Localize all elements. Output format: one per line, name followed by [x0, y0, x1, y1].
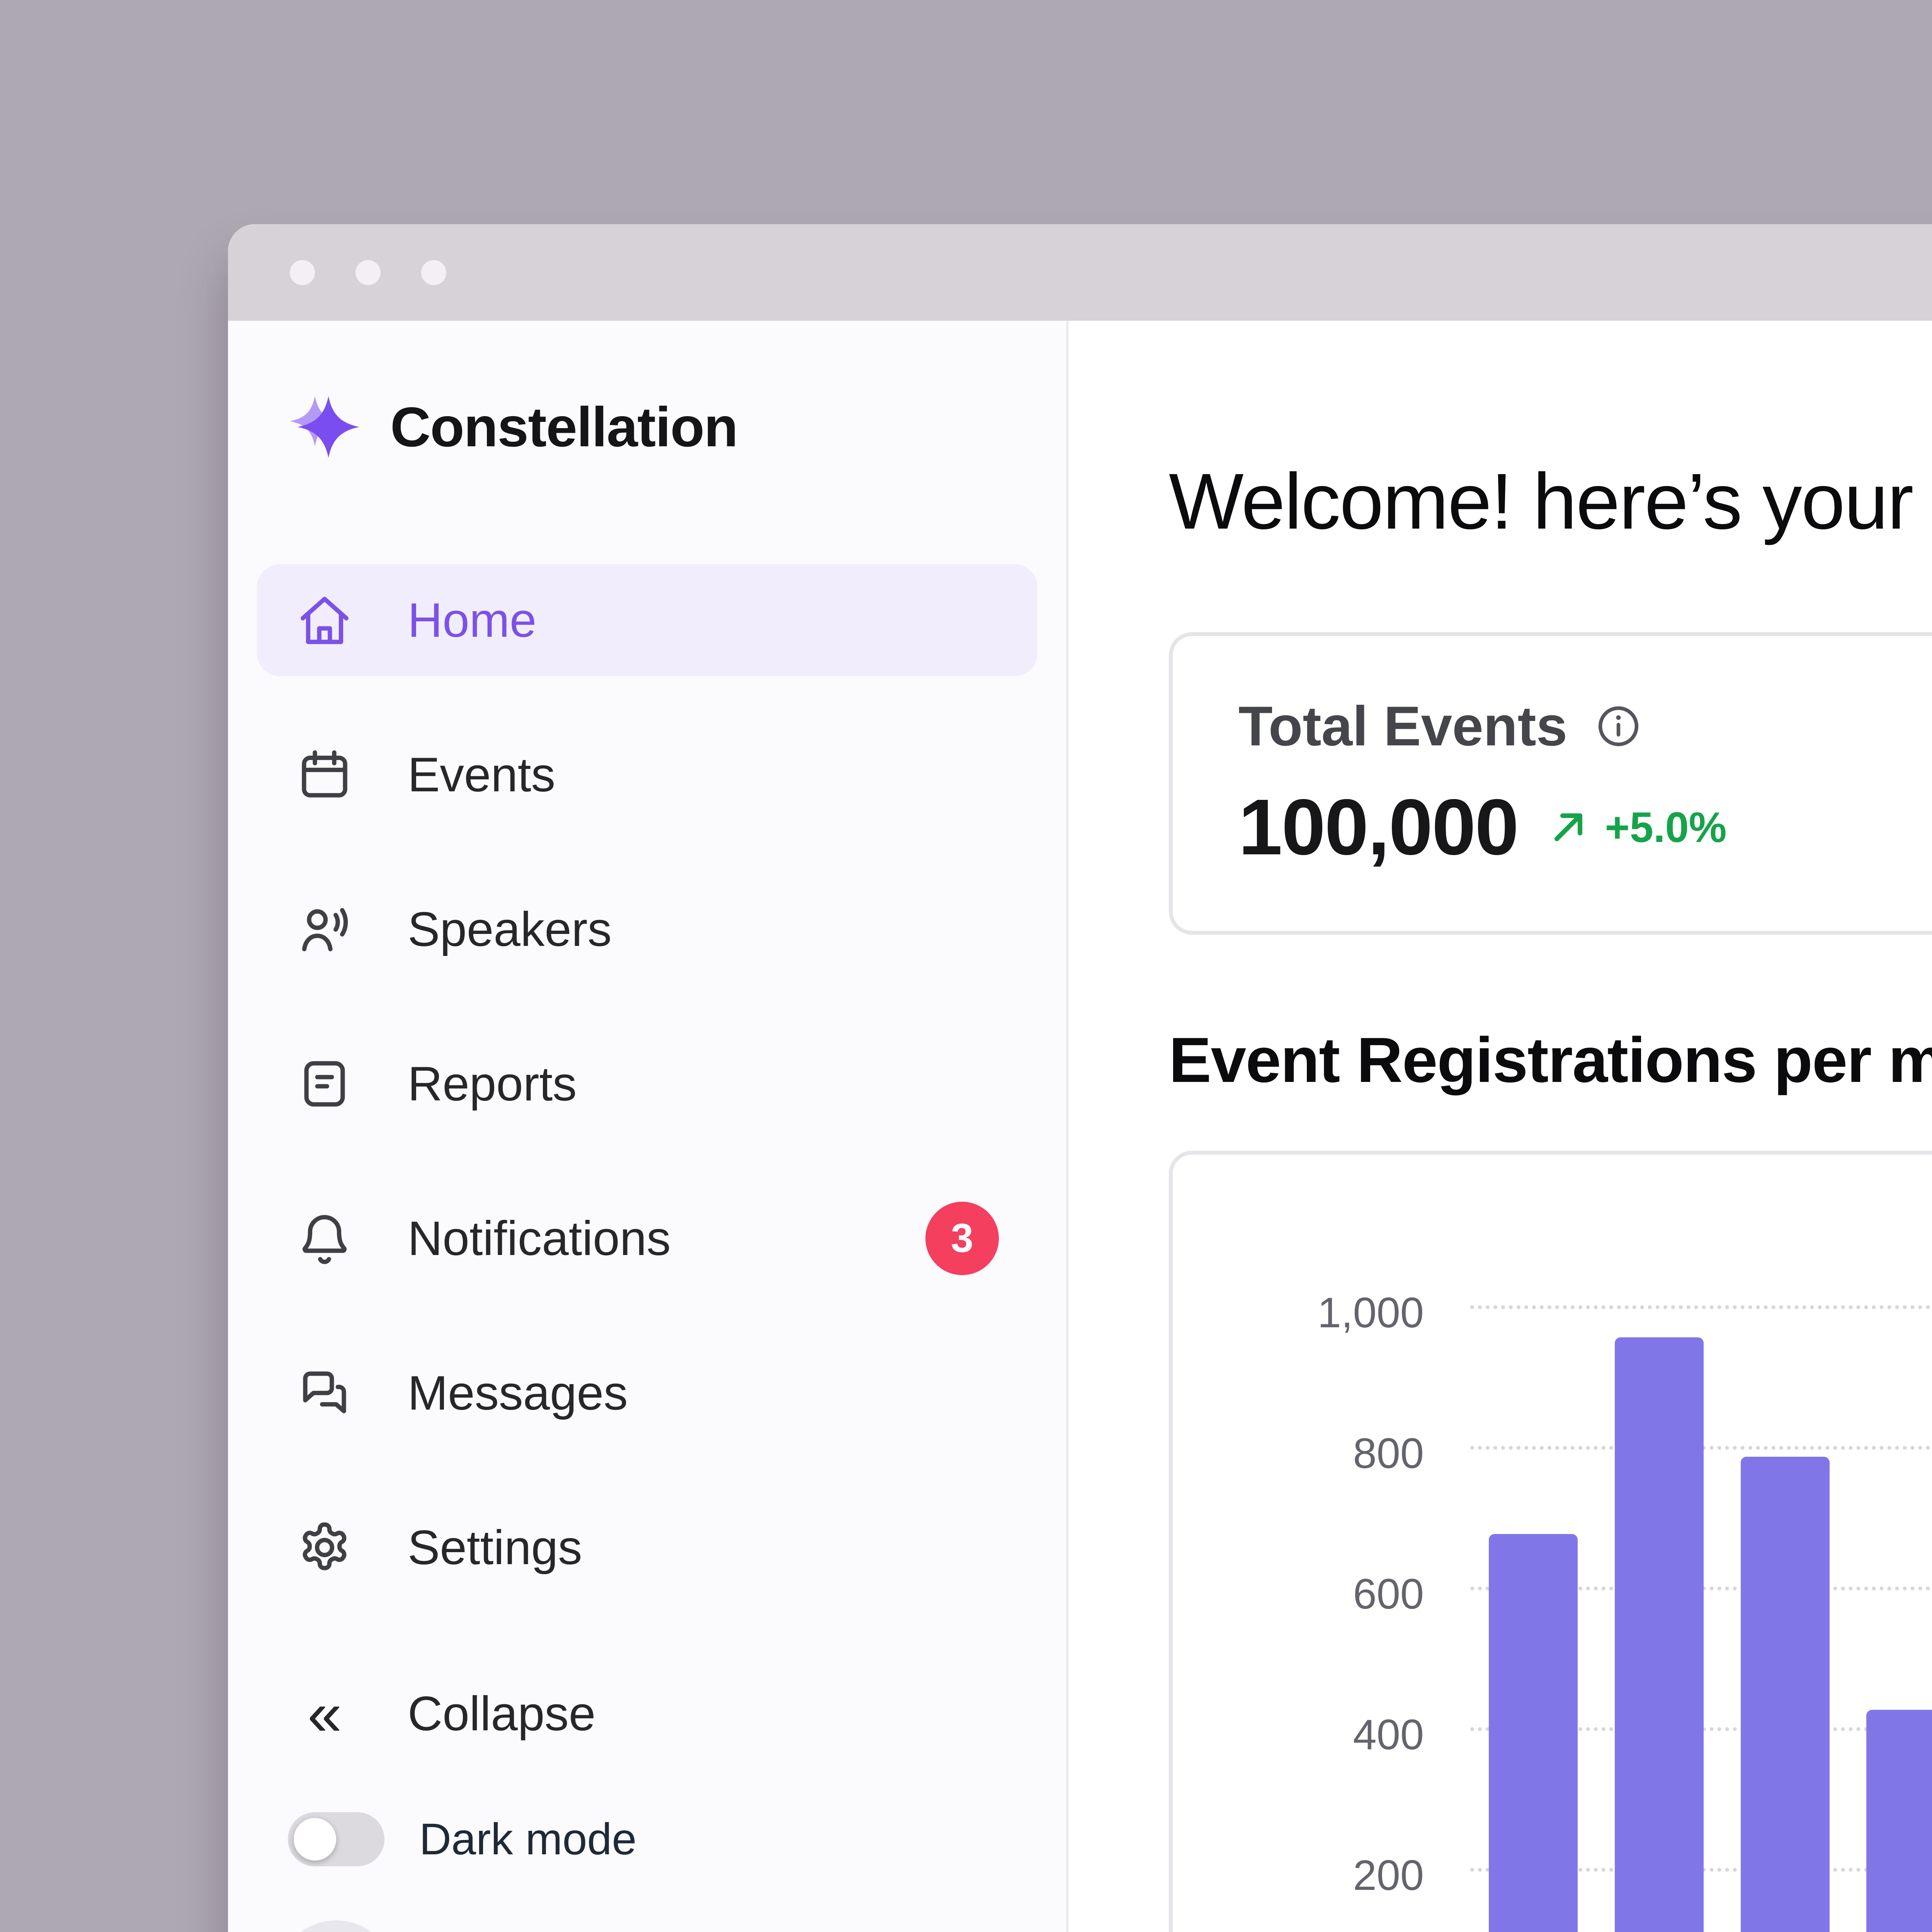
- dark-mode-row: Dark mode: [257, 1808, 1037, 1870]
- info-icon[interactable]: [1594, 702, 1643, 750]
- title-bar: [228, 224, 1932, 321]
- chart-plot: [1470, 1263, 1932, 1932]
- y-tick-label: 200: [1353, 1852, 1424, 1899]
- bar-apr[interactable]: [1866, 1710, 1932, 1932]
- sidebar-item-settings[interactable]: Settings: [257, 1492, 1037, 1604]
- sidebar-item-label: Speakers: [408, 902, 612, 956]
- y-tick-label: 400: [1353, 1711, 1424, 1759]
- chart-card: 02004006008001,000 JanFebMarAprMayJunJul…: [1169, 1151, 1932, 1932]
- sidebar-item-label: Notifications: [408, 1211, 671, 1265]
- user-name: Samuel Wakili: [429, 1925, 849, 1932]
- messages-icon: [296, 1364, 354, 1422]
- speaker-person-icon: [296, 900, 354, 958]
- chart-section-title: Event Registrations per month: [1169, 1024, 1932, 1095]
- window-maximize-button[interactable]: [421, 260, 446, 285]
- window-close-button[interactable]: [290, 260, 315, 285]
- calendar-icon: [296, 746, 354, 804]
- trend-value: +5.0%: [1605, 803, 1727, 851]
- stats-row: Total Events 100,000: [1169, 632, 1932, 935]
- sidebar-item-speakers[interactable]: Speakers: [257, 873, 1037, 985]
- chart-yaxis: 02004006008001,000: [1250, 1263, 1424, 1932]
- window-minimize-button[interactable]: [355, 260, 381, 285]
- report-document-icon: [296, 1055, 354, 1113]
- sidebar-item-label: Home: [408, 593, 537, 647]
- sidebar-nav: Home Events: [257, 564, 1037, 1770]
- gear-icon: [296, 1519, 354, 1577]
- trend-up-icon: [1545, 804, 1592, 850]
- y-tick-label: 800: [1353, 1430, 1424, 1477]
- stat-label: Total Events: [1238, 695, 1568, 757]
- bar-column: [1722, 1263, 1848, 1932]
- main-content: Welcome! here’s your summary Total Event…: [1068, 321, 1932, 1932]
- y-tick-label: 1,000: [1317, 1289, 1424, 1337]
- stat-card-total-events: Total Events 100,000: [1169, 632, 1932, 935]
- brand: Constellation: [257, 386, 1037, 468]
- sidebar-item-label: Settings: [408, 1520, 582, 1575]
- sidebar: Constellation Home: [228, 321, 1068, 1932]
- sidebar-item-home[interactable]: Home: [257, 564, 1037, 676]
- sidebar-item-events[interactable]: Events: [257, 719, 1037, 831]
- bell-icon: [296, 1209, 354, 1267]
- sidebar-item-notifications[interactable]: Notifications 3: [257, 1182, 1037, 1294]
- bar-mar[interactable]: [1740, 1457, 1830, 1932]
- gridline: [1470, 1305, 1932, 1309]
- bar-column: [1848, 1263, 1932, 1932]
- y-tick-label: 600: [1353, 1570, 1424, 1618]
- bar-feb[interactable]: [1614, 1337, 1704, 1932]
- user-profile[interactable]: Samuel Wakili samwaki@gmail.com: [257, 1920, 1037, 1932]
- brand-name: Constellation: [390, 395, 738, 458]
- sidebar-item-reports[interactable]: Reports: [257, 1028, 1037, 1140]
- avatar: [276, 1920, 396, 1932]
- constellation-logo-icon: [288, 388, 365, 466]
- trend-indicator: +5.0%: [1545, 803, 1727, 852]
- collapse-chevrons-icon: «: [307, 1679, 342, 1748]
- notifications-badge: 3: [925, 1202, 999, 1275]
- chart-bars: [1470, 1263, 1932, 1932]
- dark-mode-label: Dark mode: [419, 1815, 637, 1864]
- dark-mode-toggle[interactable]: [288, 1812, 384, 1866]
- toggle-knob: [294, 1818, 336, 1861]
- bar-column: [1596, 1263, 1722, 1932]
- browser-window: Constellation Home: [228, 224, 1932, 1932]
- sidebar-item-label: Reports: [408, 1057, 577, 1111]
- bar-column: [1470, 1263, 1596, 1932]
- sidebar-collapse-button[interactable]: « Collapse: [257, 1658, 1037, 1770]
- home-icon: [296, 591, 354, 649]
- page-title: Welcome! here’s your summary: [1169, 457, 1932, 546]
- sidebar-item-label: Events: [408, 748, 556, 802]
- sidebar-item-label: Messages: [408, 1366, 628, 1420]
- sidebar-item-messages[interactable]: Messages: [257, 1337, 1037, 1449]
- collapse-label: Collapse: [408, 1687, 596, 1741]
- stat-value: 100,000: [1238, 783, 1519, 871]
- bar-jan[interactable]: [1488, 1534, 1578, 1932]
